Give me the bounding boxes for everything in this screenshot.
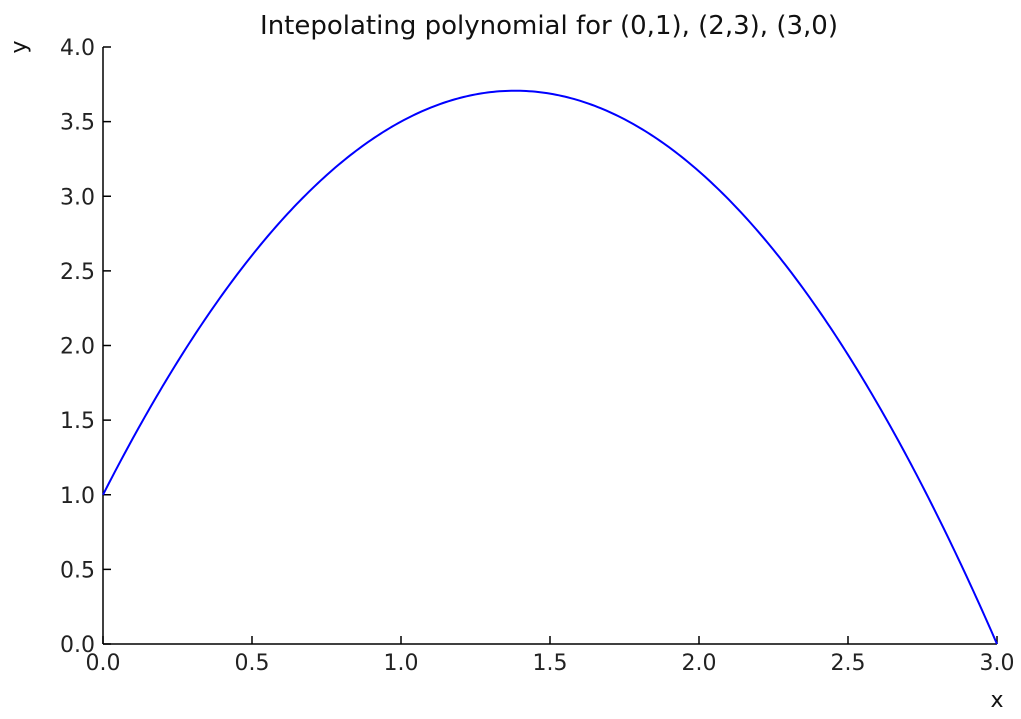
y-tick-label: 1.0 bbox=[60, 484, 95, 509]
series-line bbox=[102, 89, 998, 645]
x-tick-label: 0.0 bbox=[86, 651, 121, 676]
y-ticks: 0.0 0.5 1.0 1.5 2.0 2.5 3.0 3.5 4.0 bbox=[60, 36, 111, 658]
x-ticks: 0.0 0.5 1.0 1.5 2.0 2.5 3.0 bbox=[86, 636, 1015, 676]
y-tick-label: 2.5 bbox=[60, 260, 95, 285]
y-tick-label: 3.5 bbox=[60, 111, 95, 136]
y-tick-label: 4.0 bbox=[60, 36, 95, 61]
x-tick-label: 0.5 bbox=[235, 651, 270, 676]
y-tick-label: 0.5 bbox=[60, 558, 95, 583]
series-group bbox=[102, 89, 998, 645]
x-tick-label: 1.0 bbox=[384, 651, 419, 676]
y-axis-label: y bbox=[7, 40, 32, 53]
x-tick-label: 1.5 bbox=[533, 651, 568, 676]
y-tick-label: 2.0 bbox=[60, 335, 95, 360]
y-tick-label: 3.0 bbox=[60, 185, 95, 210]
y-tick-label: 1.5 bbox=[60, 409, 95, 434]
x-tick-label: 3.0 bbox=[980, 651, 1015, 676]
chart-title: Intepolating polynomial for (0,1), (2,3)… bbox=[260, 11, 838, 41]
x-tick-label: 2.5 bbox=[831, 651, 866, 676]
y-tick-label: 0.0 bbox=[60, 633, 95, 658]
x-axis-label: x bbox=[990, 688, 1003, 713]
x-tick-label: 2.0 bbox=[682, 651, 717, 676]
